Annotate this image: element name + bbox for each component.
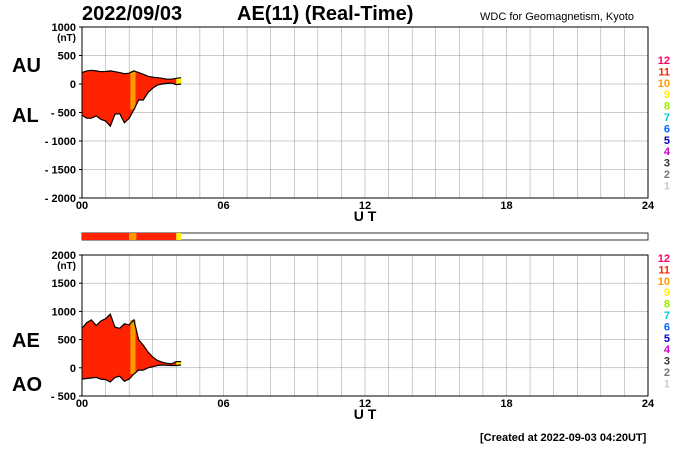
legend-level-3: 3	[664, 158, 670, 170]
legend-level-2: 2	[664, 169, 670, 181]
legend-level-3: 3	[664, 356, 670, 368]
unit-label: (nT)	[57, 261, 76, 272]
y-tick-label: 0	[70, 79, 76, 91]
legend-level-7: 7	[664, 310, 670, 322]
chart-date: 2022/09/03	[82, 3, 183, 25]
x-tick-label: 18	[500, 398, 512, 410]
activity-end-marker	[176, 77, 182, 84]
x-tick-label: 12	[359, 398, 371, 410]
unit-label: (nT)	[57, 33, 76, 44]
y-tick-label: - 500	[51, 391, 76, 403]
activity-bar-segment	[136, 233, 177, 240]
legend-level-5: 5	[664, 135, 670, 147]
legend-level-11: 11	[658, 264, 670, 276]
x-tick-label: 00	[76, 398, 88, 410]
legend-level-6: 6	[664, 123, 670, 135]
legend-level-7: 7	[664, 112, 670, 124]
activity-bar-segment	[129, 233, 137, 240]
series-line-ao	[81, 364, 182, 383]
legend-level-12: 12	[658, 55, 670, 67]
plot-frame	[81, 254, 649, 397]
legend-level-9: 9	[664, 287, 670, 299]
legend-level-4: 4	[664, 146, 671, 158]
y-tick-label: 1500	[52, 278, 76, 290]
x-axis-label: U T	[354, 208, 377, 224]
legend-level-9: 9	[664, 89, 670, 101]
activity-bar-segment	[82, 233, 130, 240]
y-tick-label: 0	[70, 363, 76, 375]
y-tick-label: 500	[58, 51, 76, 63]
activity-strip	[130, 70, 136, 110]
x-axis-label: U T	[354, 406, 377, 422]
legend-level-8: 8	[664, 299, 670, 311]
legend-level-4: 4	[664, 344, 671, 356]
legend-level-12: 12	[658, 253, 670, 265]
x-tick-label: 18	[500, 200, 512, 212]
series-line-ae	[81, 313, 182, 365]
legend-level-1: 1	[664, 378, 670, 390]
x-tick-label: 12	[359, 200, 371, 212]
y-tick-label: - 2000	[45, 193, 76, 205]
series-label-al: AL	[12, 105, 39, 127]
activity-bar-segment	[176, 233, 182, 240]
legend-level-10: 10	[658, 78, 670, 90]
series-line-al	[81, 82, 182, 128]
series-label-au: AU	[12, 55, 41, 77]
legend-level-11: 11	[658, 66, 670, 78]
y-tick-label: 2000	[52, 250, 76, 262]
activity-end-marker	[176, 361, 182, 365]
legend-level-10: 10	[658, 276, 670, 288]
legend-level-5: 5	[664, 333, 670, 345]
legend-level-8: 8	[664, 101, 670, 113]
y-tick-label: 500	[58, 335, 76, 347]
x-tick-label: 06	[217, 200, 229, 212]
y-tick-label: - 1500	[45, 165, 76, 177]
created-timestamp: [Created at 2022-09-03 04:20UT]	[480, 432, 647, 444]
x-tick-label: 00	[76, 200, 88, 212]
x-tick-label: 24	[642, 200, 655, 212]
x-tick-label: 06	[217, 398, 229, 410]
series-label-ae: AE	[12, 330, 40, 352]
series-line-au	[81, 69, 182, 80]
activity-strip	[130, 319, 136, 375]
series-label-ao: AO	[12, 374, 42, 396]
y-tick-label: 1000	[52, 22, 76, 34]
y-tick-label: - 500	[51, 108, 76, 120]
x-tick-label: 24	[642, 398, 655, 410]
legend-level-2: 2	[664, 367, 670, 379]
legend-level-6: 6	[664, 321, 670, 333]
y-tick-label: - 1000	[45, 136, 76, 148]
organization-label: WDC for Geomagnetism, Kyoto	[480, 11, 635, 23]
legend-level-1: 1	[664, 180, 670, 192]
chart-title: AE(11) (Real-Time)	[237, 3, 414, 25]
y-tick-label: 1000	[52, 306, 76, 318]
